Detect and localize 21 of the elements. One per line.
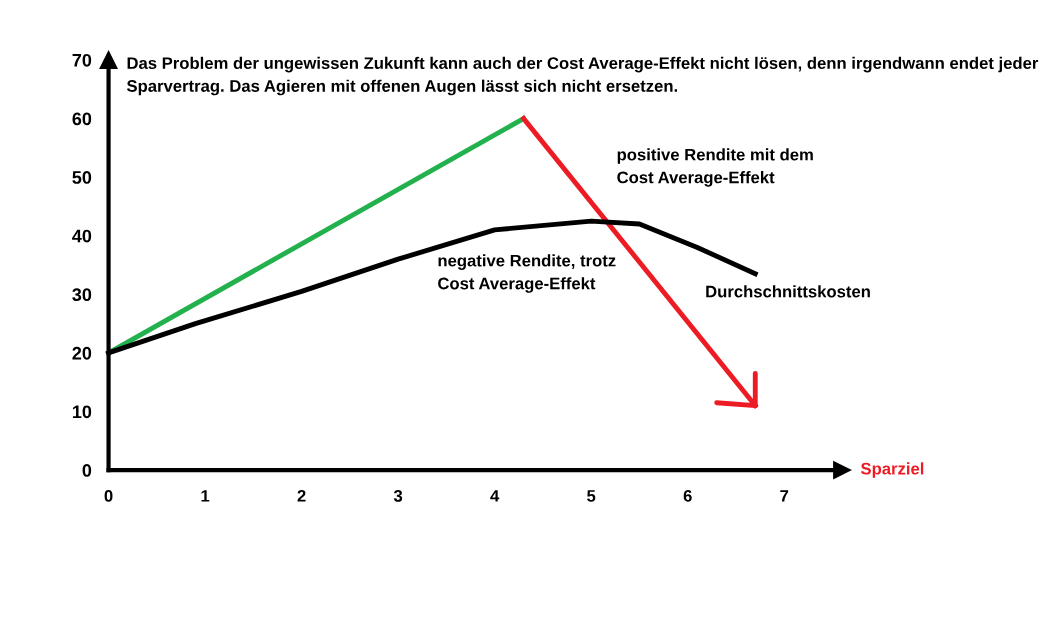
y-tick-label: 0	[82, 464, 92, 477]
x-tick-label: 0	[104, 489, 113, 502]
x-tick-label: 1	[201, 490, 210, 502]
y-tick-label: 30	[72, 288, 92, 302]
y-tick-label: 10	[72, 405, 92, 419]
y-tick-label: 60	[72, 112, 92, 126]
x-axis-title: Sparziel	[860, 462, 924, 478]
y-tick-label: 50	[72, 171, 92, 184]
annotation: positive Rendite mit dem Cost Average-Effekt	[617, 148, 813, 187]
x-tick-label: 6	[683, 489, 692, 502]
x-tick-label: 7	[780, 490, 789, 502]
annotation: Das Problem der ungewissen Zukunft kann auch der Cost Average-Effekt nicht lösen, denn irgendwann endet jeder Sparvertrag. Das Agieren mit offenen Augen lässt sich nicht ersetzen.	[126, 56, 1039, 96]
x-tick-label: 3	[393, 489, 403, 502]
annotation: negative Rendite, trotz Cost Average-Effekt	[438, 254, 616, 293]
y-tick-label: 20	[72, 346, 92, 360]
annotation: Durchschnittskosten	[706, 285, 870, 298]
y-tick-label: 70	[72, 53, 92, 67]
y-tick-label: 40	[72, 229, 92, 243]
x-tick-label: 4	[490, 490, 500, 502]
x-tick-label: 2	[297, 489, 306, 502]
x-tick-label: 5	[587, 490, 596, 502]
